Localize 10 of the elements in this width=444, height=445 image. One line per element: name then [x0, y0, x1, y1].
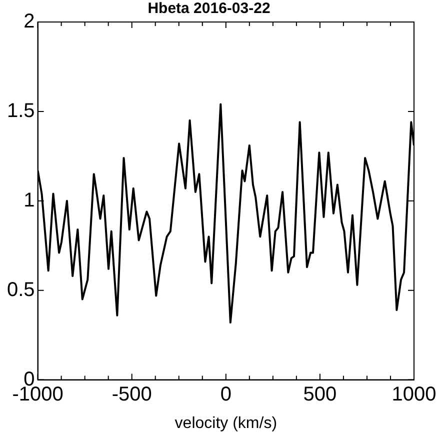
- y-tick-label: 1.5: [6, 100, 35, 122]
- x-tick-label: -500: [112, 383, 152, 406]
- y-tick-label: 1: [24, 189, 35, 212]
- x-axis-title: velocity (km/s): [174, 414, 278, 432]
- y-tick-label: 0.5: [6, 278, 35, 301]
- x-tick-label: 0: [220, 383, 232, 406]
- y-tick-label: 2: [24, 10, 35, 33]
- x-tick-label: 1000: [392, 383, 436, 406]
- chart-title: Hbeta 2016-03-22: [148, 0, 270, 18]
- x-tick-label: 500: [303, 383, 337, 406]
